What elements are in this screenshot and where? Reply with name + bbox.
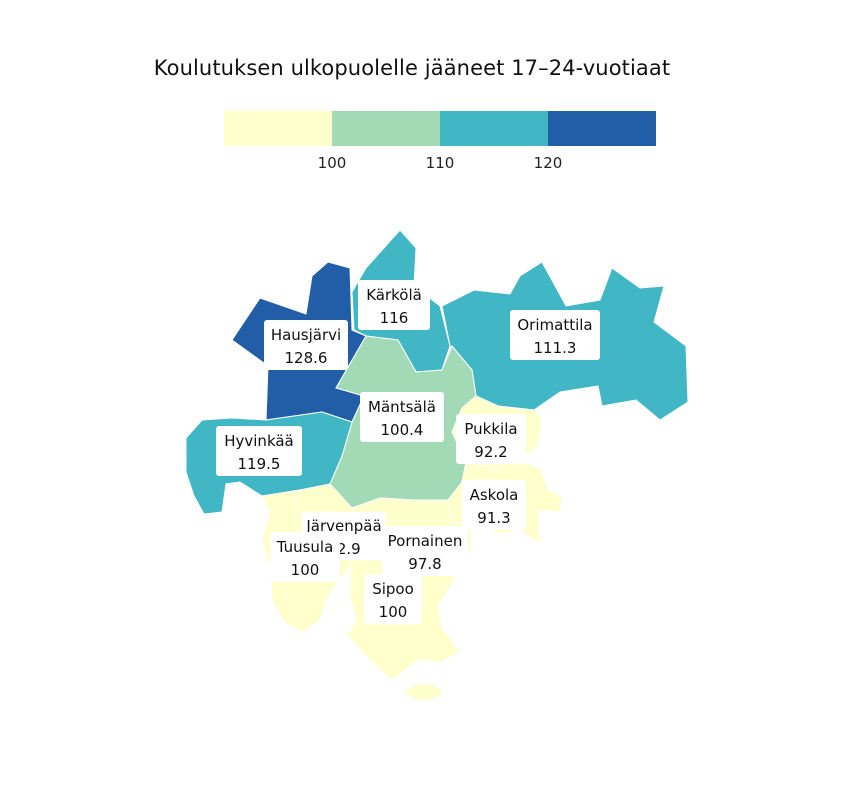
legend-tick-110: 110	[425, 154, 455, 172]
label-hausjarvi-name: Hausjärvi	[271, 326, 341, 344]
label-hyvinkaa: Hyvinkää 119.5	[216, 426, 302, 476]
label-pornainen: Pornainen 97.8	[382, 526, 468, 576]
map-title: Koulutuksen ulkopuolelle jääneet 17–24-v…	[153, 56, 671, 80]
label-hausjarvi-value: 128.6	[285, 349, 328, 367]
label-orimattila: Orimattila 111.3	[510, 310, 600, 360]
label-karkola-name: Kärkölä	[366, 286, 422, 304]
label-pukkila-name: Pukkila	[464, 420, 517, 438]
label-hausjarvi: Hausjärvi 128.6	[264, 320, 348, 370]
color-legend	[224, 111, 656, 146]
label-orimattila-value: 111.3	[534, 339, 577, 357]
legend-tick-120: 120	[533, 154, 563, 172]
label-jarvenpaa-name: Järvenpää	[305, 517, 381, 535]
legend-tick-100: 100	[317, 154, 347, 172]
label-pukkila-value: 92.2	[474, 443, 507, 461]
label-sipoo: Sipoo 100	[364, 574, 422, 624]
label-mantsala: Mäntsälä 100.4	[360, 392, 444, 442]
label-karkola-value: 116	[380, 309, 409, 327]
label-askola: Askola 91.3	[462, 480, 526, 530]
legend-swatch-2	[332, 111, 440, 146]
label-tuusula-value: 100	[291, 561, 320, 579]
label-mantsala-name: Mäntsälä	[368, 398, 436, 416]
region-sipoo-islet	[405, 683, 443, 701]
label-sipoo-name: Sipoo	[372, 580, 414, 598]
label-pornainen-value: 97.8	[408, 555, 441, 573]
legend-swatch-4	[548, 111, 656, 146]
label-orimattila-name: Orimattila	[517, 316, 592, 334]
label-mantsala-value: 100.4	[381, 421, 424, 439]
label-pukkila: Pukkila 92.2	[456, 414, 526, 464]
legend-swatch-3	[440, 111, 548, 146]
label-askola-value: 91.3	[477, 509, 510, 527]
label-sipoo-value: 100	[379, 603, 408, 621]
legend-swatch-1	[224, 111, 332, 146]
label-pornainen-name: Pornainen	[388, 532, 463, 550]
region-labels: Kärkölä 116 Orimattila 111.3 Hausjärvi 1…	[216, 280, 600, 624]
label-hyvinkaa-name: Hyvinkää	[224, 432, 294, 450]
label-tuusula-name: Tuusula	[276, 538, 334, 556]
label-askola-name: Askola	[470, 486, 519, 504]
label-tuusula: Tuusula 100	[270, 532, 340, 582]
label-karkola: Kärkölä 116	[358, 280, 430, 330]
label-hyvinkaa-value: 119.5	[238, 455, 281, 473]
